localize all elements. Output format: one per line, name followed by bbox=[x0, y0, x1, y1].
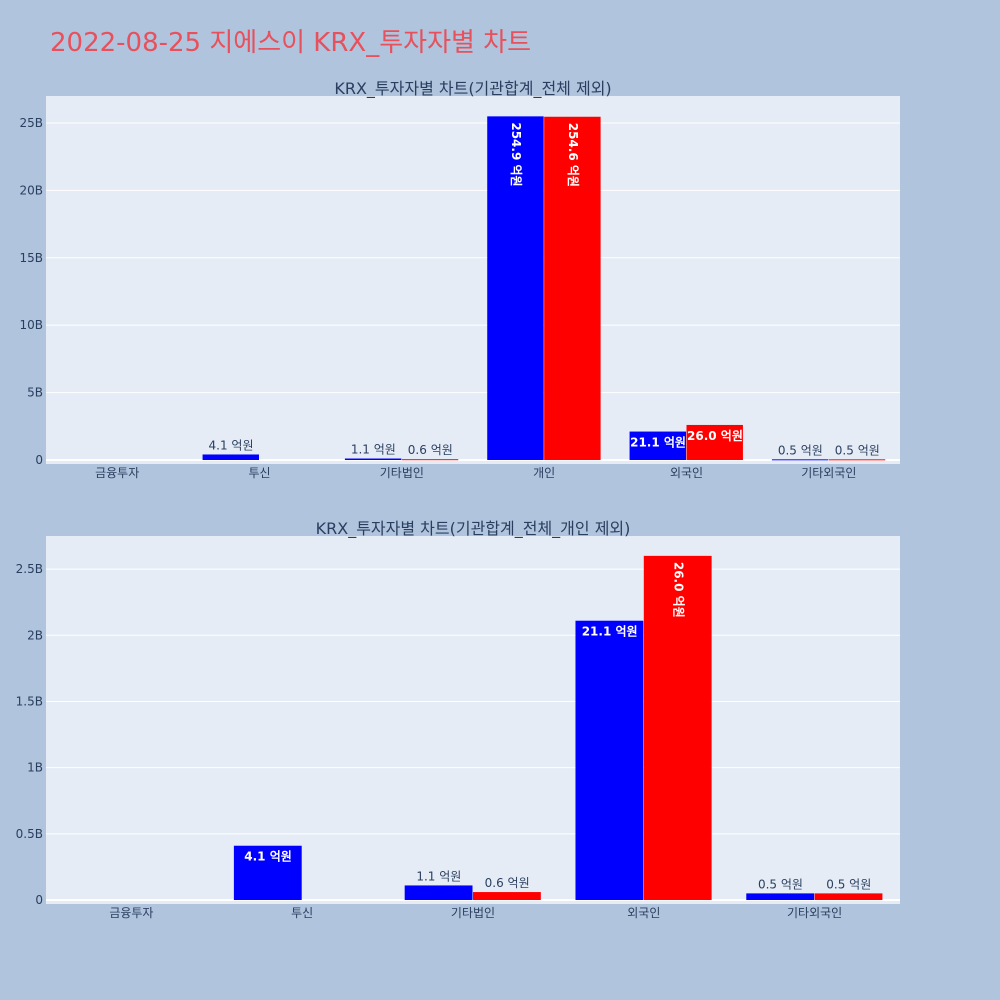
bar-data-label: 1.1 억원 bbox=[416, 869, 461, 883]
bar-data-label: 0.6 억원 bbox=[485, 876, 530, 890]
bar bbox=[771, 459, 829, 461]
bar-data-label: 4.1 억원 bbox=[244, 850, 292, 864]
y-tick-label: 1B bbox=[27, 761, 43, 775]
bar-data-label: 0.5 억원 bbox=[778, 443, 823, 457]
y-tick-label: 20B bbox=[19, 183, 43, 197]
x-tick-label: 기타외국인 bbox=[787, 906, 842, 920]
chart-subtitle: KRX_투자자별 차트(기관합계_전체 제외) bbox=[334, 79, 611, 99]
bar bbox=[629, 431, 686, 460]
bar-data-label: 4.1 억원 bbox=[209, 438, 254, 452]
x-tick-label: 기타법인 bbox=[380, 466, 424, 480]
y-tick-label: 2.5B bbox=[16, 562, 43, 576]
bar bbox=[828, 459, 886, 461]
bar-data-label: 21.1 억원 bbox=[630, 436, 686, 450]
bar bbox=[473, 892, 541, 900]
x-tick-label: 외국인 bbox=[627, 906, 660, 920]
x-tick-label: 기타외국인 bbox=[801, 466, 856, 480]
chart-top: 0 5B 10B 15B 20B 25B KRX_투자자별 차트(기관합계_전체 제외) 금융… bbox=[19, 79, 900, 480]
y-tick-label: 15B bbox=[19, 251, 43, 265]
x-tick-label: 투신 bbox=[248, 466, 270, 480]
bar bbox=[404, 885, 473, 900]
chart-subtitle: KRX_투자자별 차트(기관합계_전체_개인 제외) bbox=[316, 519, 631, 539]
y-tick-label: 0 bbox=[35, 893, 43, 907]
bar bbox=[643, 555, 712, 900]
y-tick-label: 5B bbox=[27, 386, 43, 400]
bar-data-label: 0.5 억원 bbox=[835, 443, 880, 457]
bar-data-label: 0.5 억원 bbox=[758, 877, 803, 891]
bar bbox=[487, 116, 544, 460]
y-tick-label: 0.5B bbox=[16, 827, 43, 841]
bar-data-label: 21.1 억원 bbox=[582, 625, 638, 639]
bar-data-label: 0.6 억원 bbox=[408, 443, 453, 457]
y-tick-label: 0 bbox=[35, 453, 43, 467]
bar-data-label: 26.0 억원 bbox=[687, 429, 743, 443]
bar bbox=[746, 893, 815, 900]
y-tick-label: 1.5B bbox=[16, 694, 43, 708]
x-tick-label: 외국인 bbox=[670, 466, 703, 480]
bar bbox=[814, 893, 883, 900]
x-tick-label: 개인 bbox=[533, 466, 555, 480]
bar bbox=[544, 116, 601, 461]
bar bbox=[686, 424, 743, 460]
y-tick-label: 2B bbox=[27, 628, 43, 642]
bar bbox=[401, 459, 459, 461]
bar-data-label: 0.5 억원 bbox=[826, 877, 871, 891]
y-tick-label: 25B bbox=[19, 116, 43, 130]
bar-data-label: 254.6 억원 bbox=[566, 123, 580, 187]
bar bbox=[344, 458, 402, 460]
bar bbox=[575, 620, 644, 900]
bar-data-label: 26.0 억원 bbox=[671, 562, 685, 618]
plot-area bbox=[46, 536, 900, 904]
y-tick-label: 10B bbox=[19, 318, 43, 332]
x-tick-label: 기타법인 bbox=[451, 906, 495, 920]
x-tick-label: 금융투자 bbox=[109, 906, 153, 920]
bar-data-label: 1.1 억원 bbox=[351, 443, 396, 457]
plot-area bbox=[46, 96, 900, 464]
x-tick-label: 투신 bbox=[291, 906, 313, 920]
bar bbox=[202, 454, 259, 460]
bar bbox=[233, 845, 302, 900]
bar-data-label: 254.9 억원 bbox=[509, 122, 523, 186]
x-tick-label: 금융투자 bbox=[95, 466, 139, 480]
page-title: 2022-08-25 지에스이 KRX_투자자별 차트 bbox=[50, 28, 532, 58]
